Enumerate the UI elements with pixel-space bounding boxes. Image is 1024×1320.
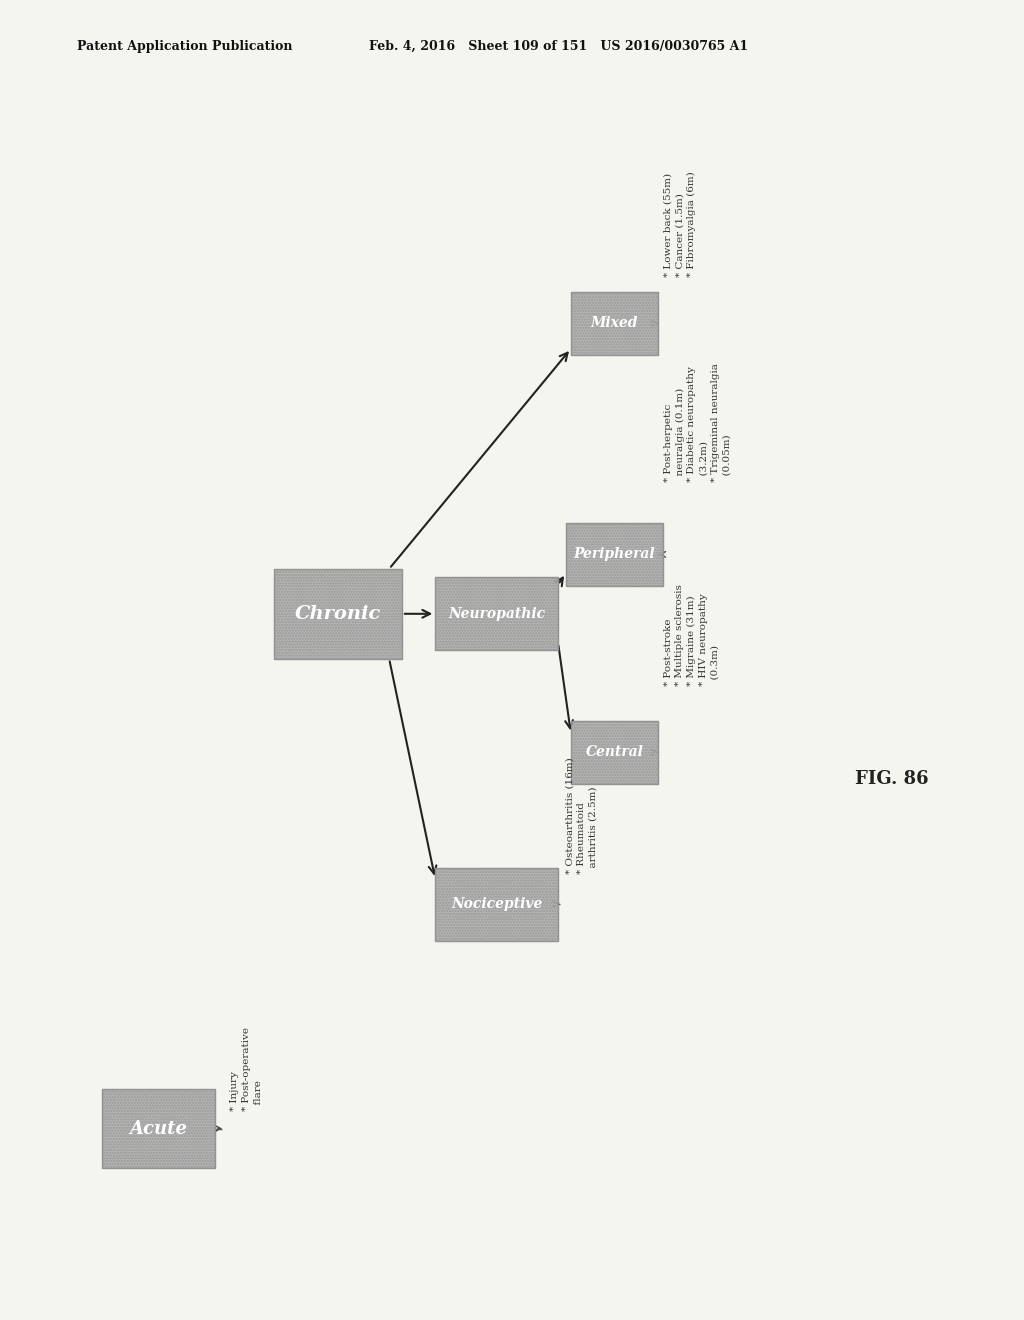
Text: Central: Central (586, 746, 643, 759)
Text: Mixed: Mixed (591, 317, 638, 330)
Text: Patent Application Publication: Patent Application Publication (77, 40, 292, 53)
Text: Peripheral: Peripheral (573, 548, 655, 561)
FancyBboxPatch shape (102, 1089, 215, 1168)
Text: * Post-herpetic
  neuralgia (0.1m)
* Diabetic neuropathy
  (3.2m)
* Trigeminal n: * Post-herpetic neuralgia (0.1m) * Diabe… (664, 363, 732, 482)
FancyBboxPatch shape (565, 523, 664, 586)
Text: Neuropathic: Neuropathic (449, 607, 545, 620)
Text: * Osteoarthritis (16m)
* Rheumatoid
  arthritis (2.5m): * Osteoarthritis (16m) * Rheumatoid arth… (565, 758, 598, 874)
Text: * Lower back (55m)
* Cancer (1.5m)
* Fibromyalgia (6m): * Lower back (55m) * Cancer (1.5m) * Fib… (664, 172, 696, 277)
FancyBboxPatch shape (571, 292, 657, 355)
FancyBboxPatch shape (274, 569, 401, 659)
FancyBboxPatch shape (435, 577, 558, 649)
Text: * Injury
* Post-operative
  flare: * Injury * Post-operative flare (230, 1027, 263, 1111)
Text: FIG. 86: FIG. 86 (855, 770, 929, 788)
FancyBboxPatch shape (571, 721, 657, 784)
Text: Nociceptive: Nociceptive (451, 898, 543, 911)
Text: * Post-stroke
* Multiple sclerosis
* Migraine (31m)
* HIV neuropathy
  (0.3m): * Post-stroke * Multiple sclerosis * Mig… (664, 585, 720, 686)
Text: Acute: Acute (130, 1119, 187, 1138)
Text: Feb. 4, 2016   Sheet 109 of 151   US 2016/0030765 A1: Feb. 4, 2016 Sheet 109 of 151 US 2016/00… (369, 40, 748, 53)
Text: Chronic: Chronic (295, 605, 381, 623)
FancyBboxPatch shape (435, 869, 558, 940)
